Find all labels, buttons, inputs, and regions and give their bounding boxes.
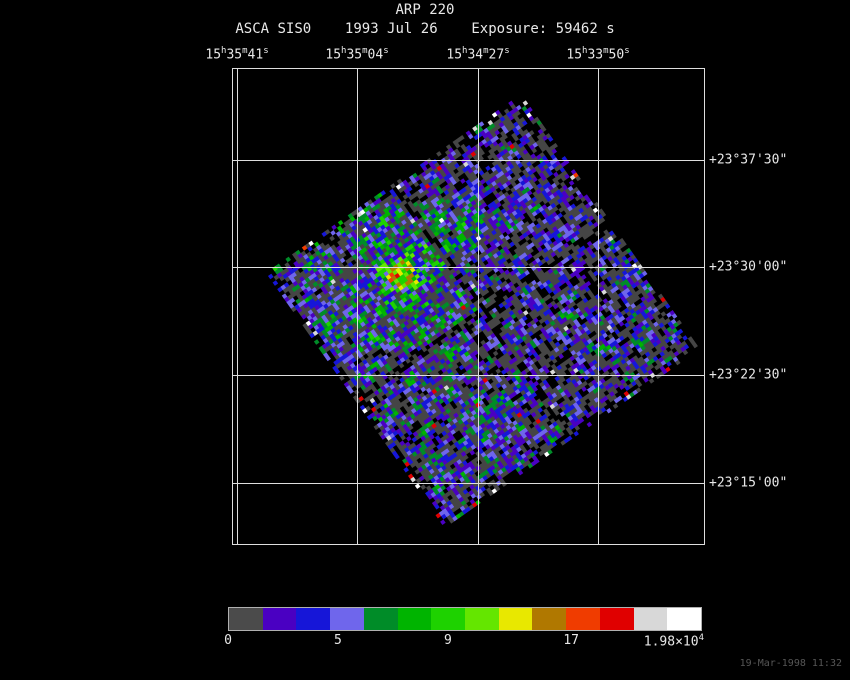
- colorbar-segment: [229, 608, 263, 630]
- dec-tick-label: +23°37'30": [709, 152, 788, 168]
- grid-line-horizontal: [232, 160, 705, 161]
- grid-line-horizontal: [232, 483, 705, 484]
- colorbar-tick-label: 17: [563, 633, 579, 648]
- grid-line-vertical: [478, 68, 479, 545]
- ra-tick-label: 15h33m50s: [566, 46, 630, 63]
- dec-tick-label: +23°30'00": [709, 259, 788, 275]
- colorbar-segment: [296, 608, 331, 630]
- dec-tick-label: +23°22'30": [709, 367, 788, 383]
- colorbar-segment: [498, 608, 533, 630]
- colorbar-segment: [667, 608, 702, 630]
- colorbar-segment: [465, 608, 499, 630]
- ra-tick-label: 15h35m41s: [205, 46, 269, 63]
- colorbar-tick-label: 0: [224, 633, 232, 648]
- colorbar-segment: [363, 608, 398, 630]
- grid-line-vertical: [598, 68, 599, 545]
- colorbar-segment: [633, 608, 668, 630]
- colorbar-tick-label: 1.98×104: [643, 633, 704, 650]
- plot-title: ARP 220: [395, 2, 455, 18]
- ra-tick-label: 15h35m04s: [325, 46, 389, 63]
- colorbar-segment: [262, 608, 297, 630]
- colorbar-segment: [330, 608, 364, 630]
- colorbar-segment: [599, 608, 634, 630]
- plot-subtitle: ASCA SIS0 1993 Jul 26 Exposure: 59462 s: [235, 21, 615, 37]
- colorbar-segment: [532, 608, 567, 630]
- colorbar-segment: [397, 608, 432, 630]
- colorbar-segment: [566, 608, 600, 630]
- grid-line-horizontal: [232, 267, 705, 268]
- plot-frame: [232, 68, 705, 545]
- grid-line-horizontal: [232, 375, 705, 376]
- timestamp: 19-Mar-1998 11:32: [739, 658, 842, 669]
- colorbar-tick-label: 9: [444, 633, 452, 648]
- grid-line-vertical: [237, 68, 238, 545]
- colorbar-tick-label: 5: [334, 633, 342, 648]
- grid-line-vertical: [357, 68, 358, 545]
- ra-tick-label: 15h34m27s: [446, 46, 510, 63]
- colorbar: [228, 607, 702, 631]
- dec-tick-label: +23°15'00": [709, 475, 788, 491]
- colorbar-segment: [431, 608, 466, 630]
